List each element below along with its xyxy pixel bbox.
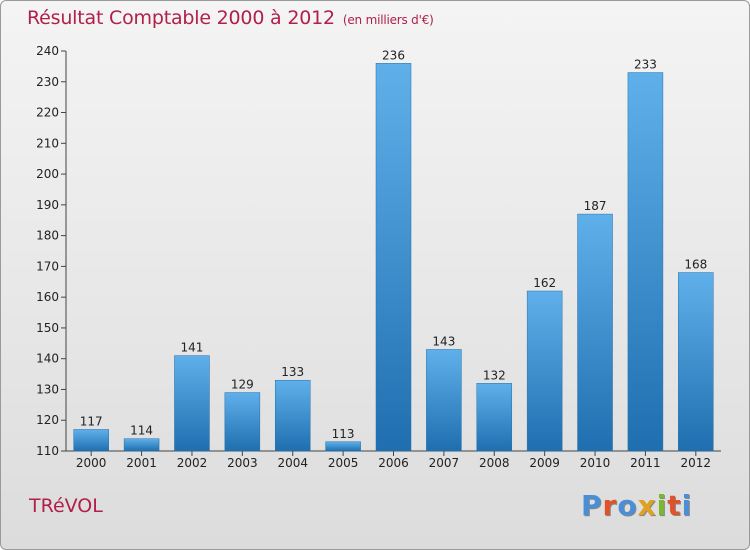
commune-name: TRéVOL xyxy=(29,495,103,517)
x-tick-label-2000: 2000 xyxy=(76,456,107,470)
data-label-2009: 162 xyxy=(533,276,556,290)
logo-letter: t xyxy=(667,489,682,522)
logo-letter: r xyxy=(602,489,618,522)
y-tick-label: 140 xyxy=(36,352,59,366)
y-tick-label: 240 xyxy=(36,44,59,58)
logo-letter: P xyxy=(581,489,603,522)
x-tick-label-2007: 2007 xyxy=(429,456,460,470)
bar-2000[interactable] xyxy=(73,429,109,452)
bar-2010[interactable] xyxy=(577,213,613,452)
bar-2008[interactable] xyxy=(476,383,513,452)
data-label-2011: 233 xyxy=(634,58,657,72)
x-tick-label-2010: 2010 xyxy=(580,456,611,470)
y-tick-label: 210 xyxy=(36,136,59,150)
logo-letter: x xyxy=(637,489,657,522)
y-tick-label: 120 xyxy=(36,413,59,427)
data-label-2006: 236 xyxy=(382,48,405,62)
data-label-2003: 129 xyxy=(231,378,254,392)
bar-2004[interactable] xyxy=(274,379,311,452)
logo-letter: i xyxy=(656,489,668,522)
chart-bars xyxy=(73,63,714,452)
bar-2002[interactable] xyxy=(174,355,210,452)
data-label-2002: 141 xyxy=(181,341,204,355)
x-tick-label-2005: 2005 xyxy=(328,456,359,470)
data-label-2010: 187 xyxy=(584,199,607,213)
x-tick-label-2004: 2004 xyxy=(277,456,308,470)
bar-2005[interactable] xyxy=(325,441,361,452)
bar-2011[interactable] xyxy=(627,72,664,452)
x-tick-label-2001: 2001 xyxy=(126,456,157,470)
y-tick-label: 110 xyxy=(36,444,59,458)
bar-2012[interactable] xyxy=(678,272,714,452)
bar-2007[interactable] xyxy=(426,349,462,452)
chart-data-labels: 117 114 141 129 133 113 236 143 132 162 187 233 168 xyxy=(80,48,708,440)
chart-title: Résultat Comptable 2000 à 2012 (en millie… xyxy=(27,7,434,29)
proxiti-logo[interactable]: Proxiti xyxy=(581,489,692,522)
bar-2006[interactable] xyxy=(375,63,412,452)
chart-title-text: Résultat Comptable 2000 à 2012 xyxy=(27,7,335,29)
x-tick-label-2011: 2011 xyxy=(630,456,661,470)
y-tick-label: 160 xyxy=(36,290,59,304)
y-tick-label: 150 xyxy=(36,321,59,335)
data-label-2007: 143 xyxy=(432,334,455,348)
y-tick-label: 230 xyxy=(36,75,59,89)
data-label-2001: 114 xyxy=(130,424,153,438)
data-label-2004: 133 xyxy=(281,365,304,379)
x-tick-label-2012: 2012 xyxy=(681,456,712,470)
data-label-2008: 132 xyxy=(483,368,506,382)
chart-subtitle: (en milliers d'€) xyxy=(342,13,434,27)
x-tick-label-2006: 2006 xyxy=(378,456,409,470)
y-tick-label: 130 xyxy=(36,382,59,396)
data-label-2000: 117 xyxy=(80,414,103,428)
bar-2009[interactable] xyxy=(526,290,563,452)
y-tick-label: 170 xyxy=(36,259,59,273)
y-tick-label: 200 xyxy=(36,167,59,181)
data-label-2005: 113 xyxy=(332,427,355,441)
bar-2003[interactable] xyxy=(224,392,261,452)
logo-letter: o xyxy=(617,489,638,522)
x-tick-label-2003: 2003 xyxy=(227,456,258,470)
x-tick-label-2002: 2002 xyxy=(177,456,208,470)
y-tick-label: 220 xyxy=(36,106,59,120)
y-tick-label: 190 xyxy=(36,198,59,212)
logo-letter: i xyxy=(681,489,693,522)
y-tick-label: 180 xyxy=(36,229,59,243)
bar-2001[interactable] xyxy=(123,438,160,452)
x-tick-label-2009: 2009 xyxy=(529,456,560,470)
data-label-2012: 168 xyxy=(684,258,707,272)
x-tick-label-2008: 2008 xyxy=(479,456,510,470)
